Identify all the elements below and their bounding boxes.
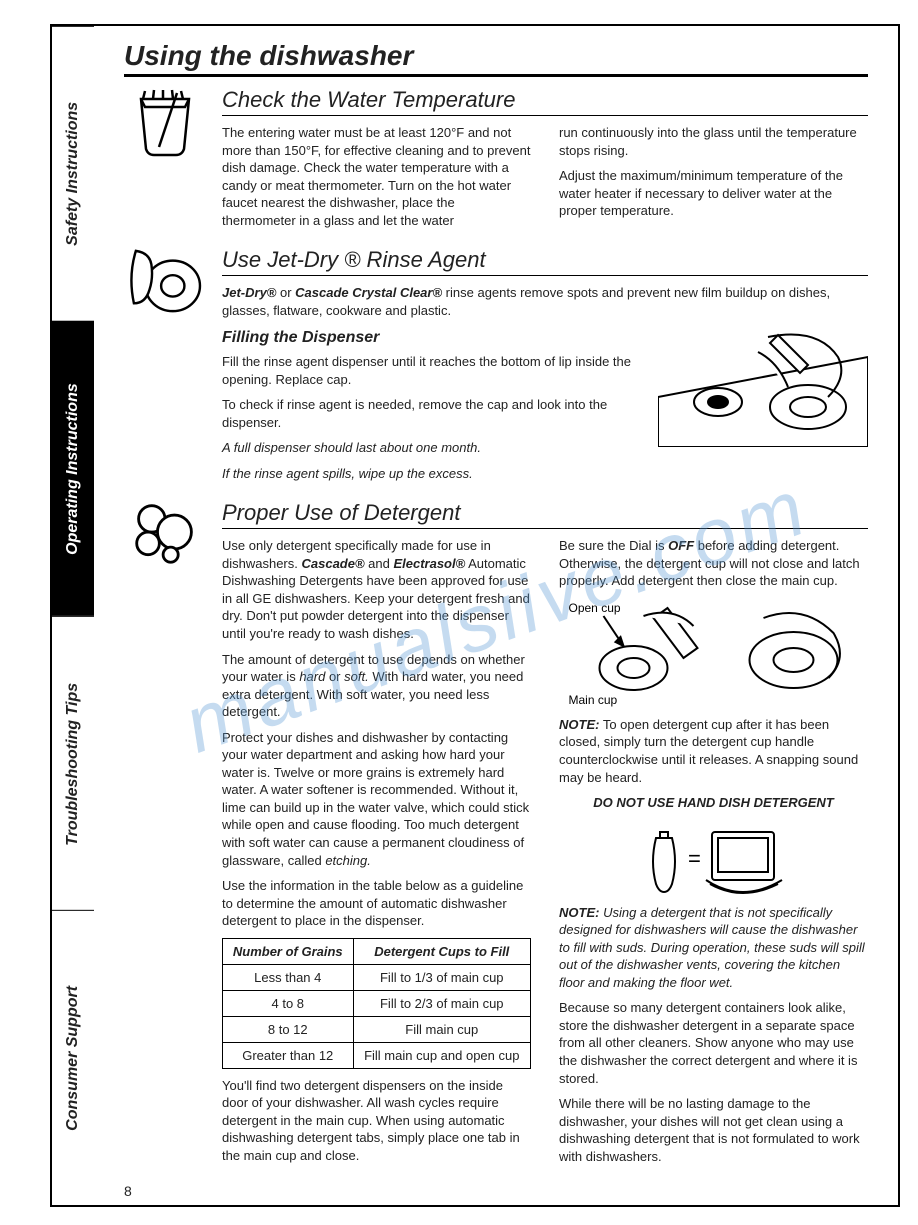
tab-safety[interactable]: Safety Instructions [52,26,94,321]
det-p1: Use only detergent specifically made for… [222,537,531,642]
th-grains: Number of Grains [223,938,354,964]
svg-text:=: = [688,846,701,871]
text: or [276,285,295,300]
section-detergent: Proper Use of Detergent Use only deterge… [124,500,868,1173]
note-label: NOTE: [559,905,599,920]
cell: Fill to 1/3 of main cup [353,964,530,990]
page-title: Using the dishwasher [124,40,868,77]
tab-troubleshooting[interactable]: Troubleshooting Tips [52,616,94,911]
grains-table: Number of GrainsDetergent Cups to Fill L… [222,938,531,1069]
cell: 8 to 12 [223,1016,354,1042]
jet-dry-brand: Jet-Dry® [222,285,276,300]
storage-p: Because so many detergent containers loo… [559,999,868,1087]
note-label: NOTE: [559,717,599,732]
etching: etching. [325,853,371,868]
heading-rinse-agent: Use Jet-Dry ® Rinse Agent [222,247,868,276]
bubbles-icon [124,500,206,570]
dial-off-p: Be sure the Dial is OFF before adding de… [559,537,868,590]
cell: Fill main cup [353,1016,530,1042]
off-label: OFF [668,538,694,553]
rinse-intro: Jet-Dry® or Cascade Crystal Clear® rinse… [222,284,868,319]
page: Safety Instructions Operating Instructio… [50,24,900,1207]
th-cups: Detergent Cups to Fill [353,938,530,964]
page-number: 8 [124,1183,132,1199]
open-cup-label: Open cup [569,601,621,615]
t: Be sure the Dial is [559,538,668,553]
cell: Less than 4 [223,964,354,990]
tab-consumer[interactable]: Consumer Support [52,910,94,1205]
soft: soft. [344,669,369,684]
cascade-brand: Cascade Crystal Clear® [295,285,442,300]
heading-detergent: Proper Use of Detergent [222,500,868,529]
electrasol-brand: Electrasol® [393,556,465,571]
note1: NOTE: To open detergent cup after it has… [559,716,868,786]
cell: Fill to 2/3 of main cup [353,990,530,1016]
table-row: Greater than 12Fill main cup and open cu… [223,1042,531,1068]
hand-detergent-illustration: = [634,818,794,898]
section-water-temp: Check the Water Temperature The entering… [124,87,868,237]
t: or [325,669,344,684]
det-p2: The amount of detergent to use depends o… [222,651,531,721]
no-hand-detergent-warning: DO NOT USE HAND DISH DETERGENT [559,794,868,812]
t: Using a detergent that is not specifical… [559,905,865,990]
water-temp-p2: run continuously into the glass until th… [559,124,868,159]
cell: 4 to 8 [223,990,354,1016]
no-damage-p: While there will be no lasting damage to… [559,1095,868,1165]
thermometer-glass-icon [124,87,206,157]
t: and [365,556,394,571]
detergent-right-col: Be sure the Dial is OFF before adding de… [559,537,868,1173]
dish-glass-icon [124,247,206,317]
content-area: manualsiive.com Using the dishwasher Che… [94,26,898,1205]
table-row: 8 to 12Fill main cup [223,1016,531,1042]
t: Protect your dishes and dishwasher by co… [222,730,529,868]
water-temp-p1: The entering water must be at least 120°… [222,124,531,229]
heading-water-temp: Check the Water Temperature [222,87,868,116]
cell: Fill main cup and open cup [353,1042,530,1068]
det-p3: Protect your dishes and dishwasher by co… [222,729,531,869]
dispenser-fill-illustration [658,327,868,447]
cell: Greater than 12 [223,1042,354,1068]
table-row: Less than 4Fill to 1/3 of main cup [223,964,531,990]
tab-operating[interactable]: Operating Instructions [52,321,94,616]
det-p4: Use the information in the table below a… [222,877,531,930]
detergent-cup-illustration: Open cup Main cup [559,598,868,708]
table-row: 4 to 8Fill to 2/3 of main cup [223,990,531,1016]
cascade-brand: Cascade® [301,556,364,571]
note2: NOTE: Using a detergent that is not spec… [559,904,868,992]
t: To open detergent cup after it has been … [559,717,858,785]
detergent-left-col: Use only detergent specifically made for… [222,537,531,1173]
filling-p4: If the rinse agent spills, wipe up the e… [222,465,868,483]
det-p5: You'll find two detergent dispensers on … [222,1077,531,1165]
main-cup-label: Main cup [569,693,618,707]
section-rinse-agent: Use Jet-Dry ® Rinse Agent Jet-Dry® or Ca… [124,247,868,490]
side-tabs: Safety Instructions Operating Instructio… [52,26,94,1205]
hard: hard [299,669,325,684]
water-temp-p3: Adjust the maximum/minimum temperature o… [559,167,868,220]
